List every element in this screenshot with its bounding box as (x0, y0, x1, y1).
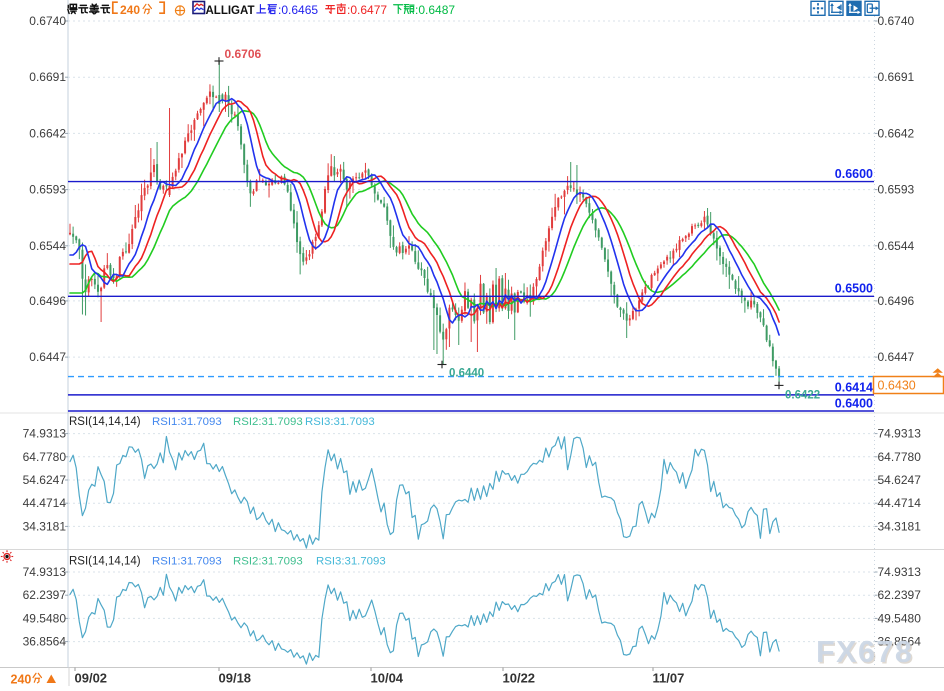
svg-text:0.6691: 0.6691 (878, 70, 915, 84)
svg-text:74.9313: 74.9313 (23, 427, 67, 441)
svg-text:36.8564: 36.8564 (23, 635, 67, 649)
svg-text:0.6691: 0.6691 (29, 70, 66, 84)
svg-text:0.6593: 0.6593 (878, 183, 915, 197)
svg-text:0.6593: 0.6593 (29, 183, 66, 197)
svg-text:44.4714: 44.4714 (878, 496, 922, 510)
svg-text:RSI3:31.7093: RSI3:31.7093 (316, 556, 386, 568)
svg-text:RSI2:31.7093: RSI2:31.7093 (233, 416, 303, 428)
svg-text:49.5480: 49.5480 (878, 611, 922, 625)
svg-text:RSI(14,14,14): RSI(14,14,14) (69, 416, 141, 428)
svg-text:0.6706: 0.6706 (225, 47, 262, 61)
svg-text:0.6544: 0.6544 (29, 239, 66, 253)
svg-text:0.6600: 0.6600 (835, 167, 873, 181)
svg-text:0.6740: 0.6740 (878, 14, 915, 28)
svg-text:64.7780: 64.7780 (23, 450, 67, 464)
svg-text::0.6465: :0.6465 (278, 3, 318, 17)
svg-text:240: 240 (11, 673, 32, 687)
svg-text:0.6422: 0.6422 (785, 390, 820, 402)
svg-text:36.8564: 36.8564 (878, 635, 922, 649)
svg-text:09/02: 09/02 (75, 671, 108, 686)
svg-text:74.9313: 74.9313 (23, 565, 67, 579)
svg-text:44.4714: 44.4714 (23, 496, 67, 510)
svg-text:0.6430: 0.6430 (878, 379, 916, 393)
svg-text:74.9313: 74.9313 (878, 427, 922, 441)
svg-text:74.9313: 74.9313 (878, 565, 922, 579)
svg-text:10/22: 10/22 (503, 671, 536, 686)
svg-text:240: 240 (120, 3, 140, 17)
svg-text:64.7780: 64.7780 (878, 450, 922, 464)
svg-text:0.6544: 0.6544 (878, 239, 915, 253)
svg-text:RSI1:31.7093: RSI1:31.7093 (152, 556, 222, 568)
svg-text:54.6247: 54.6247 (878, 473, 922, 487)
svg-text::0.6477: :0.6477 (347, 3, 387, 17)
svg-text:RSI1:31.7093: RSI1:31.7093 (152, 416, 222, 428)
svg-text:0.6740: 0.6740 (29, 14, 66, 28)
svg-text:34.3181: 34.3181 (23, 519, 67, 533)
svg-text:0.6447: 0.6447 (878, 350, 915, 364)
svg-text::0.6487: :0.6487 (415, 3, 455, 17)
svg-text:09/18: 09/18 (219, 671, 252, 686)
svg-text:11/07: 11/07 (653, 671, 685, 686)
svg-text:0.6642: 0.6642 (29, 126, 66, 140)
svg-text:54.6247: 54.6247 (23, 473, 67, 487)
svg-text:0.6496: 0.6496 (878, 294, 915, 308)
svg-text:62.2397: 62.2397 (878, 588, 922, 602)
svg-text:34.3181: 34.3181 (878, 519, 922, 533)
svg-text:0.6414: 0.6414 (835, 381, 873, 395)
svg-text:49.5480: 49.5480 (23, 611, 67, 625)
svg-text:FX678: FX678 (816, 635, 913, 669)
svg-text:62.2397: 62.2397 (23, 588, 67, 602)
svg-text:0.6447: 0.6447 (29, 350, 66, 364)
svg-text:RSI3:31.7093: RSI3:31.7093 (305, 416, 375, 428)
svg-text:ALLIGAT: ALLIGAT (206, 5, 255, 17)
svg-text:RSI(14,14,14): RSI(14,14,14) (69, 556, 141, 568)
svg-text:0.6440: 0.6440 (449, 368, 484, 380)
svg-text:0.6642: 0.6642 (878, 126, 915, 140)
svg-text:0.6400: 0.6400 (835, 397, 873, 411)
svg-text:10/04: 10/04 (371, 671, 404, 686)
svg-text:0.6496: 0.6496 (29, 294, 66, 308)
svg-text:FX678: FX678 (818, 637, 915, 671)
svg-text:0.6500: 0.6500 (835, 282, 873, 296)
svg-text:RSI2:31.7093: RSI2:31.7093 (233, 556, 303, 568)
